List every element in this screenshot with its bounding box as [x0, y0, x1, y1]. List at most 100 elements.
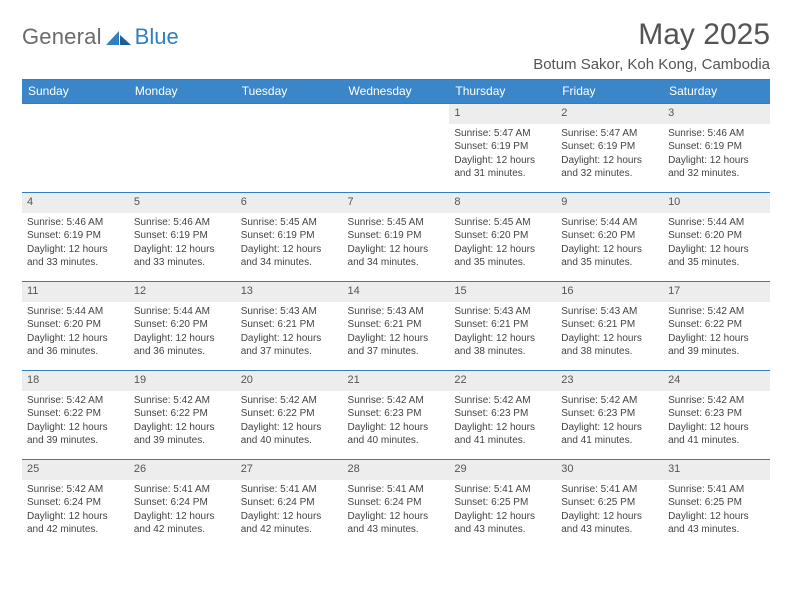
daylight-text: Daylight: 12 hours and 35 minutes. — [668, 243, 765, 270]
day-details: Sunrise: 5:42 AMSunset: 6:24 PMDaylight:… — [22, 480, 129, 539]
day-number: 23 — [556, 371, 663, 391]
day-details: Sunrise: 5:42 AMSunset: 6:22 PMDaylight:… — [236, 391, 343, 450]
day-details: Sunrise: 5:44 AMSunset: 6:20 PMDaylight:… — [129, 302, 236, 361]
day-details: Sunrise: 5:44 AMSunset: 6:20 PMDaylight:… — [663, 213, 770, 272]
sunrise-text: Sunrise: 5:44 AM — [668, 216, 765, 230]
day-number: 13 — [236, 282, 343, 302]
calendar-cell: 25Sunrise: 5:42 AMSunset: 6:24 PMDayligh… — [22, 460, 129, 549]
day-details: Sunrise: 5:42 AMSunset: 6:22 PMDaylight:… — [663, 302, 770, 361]
sunrise-text: Sunrise: 5:43 AM — [561, 305, 658, 319]
calendar-cell — [129, 104, 236, 193]
daylight-text: Daylight: 12 hours and 32 minutes. — [668, 154, 765, 181]
daylight-text: Daylight: 12 hours and 35 minutes. — [454, 243, 551, 270]
day-number: 28 — [343, 460, 450, 480]
sunset-text: Sunset: 6:19 PM — [241, 229, 338, 243]
sunrise-text: Sunrise: 5:46 AM — [134, 216, 231, 230]
sunset-text: Sunset: 6:21 PM — [348, 318, 445, 332]
calendar-cell: 24Sunrise: 5:42 AMSunset: 6:23 PMDayligh… — [663, 371, 770, 460]
calendar-cell: 5Sunrise: 5:46 AMSunset: 6:19 PMDaylight… — [129, 193, 236, 282]
daylight-text: Daylight: 12 hours and 37 minutes. — [348, 332, 445, 359]
daylight-text: Daylight: 12 hours and 43 minutes. — [561, 510, 658, 537]
sunset-text: Sunset: 6:24 PM — [134, 496, 231, 510]
day-details: Sunrise: 5:43 AMSunset: 6:21 PMDaylight:… — [449, 302, 556, 361]
day-number: 31 — [663, 460, 770, 480]
day-details: Sunrise: 5:45 AMSunset: 6:20 PMDaylight:… — [449, 213, 556, 272]
sunrise-text: Sunrise: 5:47 AM — [454, 127, 551, 141]
daylight-text: Daylight: 12 hours and 43 minutes. — [348, 510, 445, 537]
calendar-page: General Blue May 2025 Botum Sakor, Koh K… — [0, 0, 792, 559]
daylight-text: Daylight: 12 hours and 39 minutes. — [27, 421, 124, 448]
sunrise-text: Sunrise: 5:42 AM — [27, 483, 124, 497]
weekday-header: Thursday — [449, 80, 556, 104]
day-number: 1 — [449, 104, 556, 124]
sunset-text: Sunset: 6:24 PM — [241, 496, 338, 510]
day-number: 22 — [449, 371, 556, 391]
daylight-text: Daylight: 12 hours and 33 minutes. — [27, 243, 124, 270]
sunset-text: Sunset: 6:25 PM — [454, 496, 551, 510]
day-details: Sunrise: 5:43 AMSunset: 6:21 PMDaylight:… — [343, 302, 450, 361]
sunset-text: Sunset: 6:20 PM — [27, 318, 124, 332]
daylight-text: Daylight: 12 hours and 43 minutes. — [668, 510, 765, 537]
calendar-cell: 23Sunrise: 5:42 AMSunset: 6:23 PMDayligh… — [556, 371, 663, 460]
calendar-cell: 3Sunrise: 5:46 AMSunset: 6:19 PMDaylight… — [663, 104, 770, 193]
day-number: 11 — [22, 282, 129, 302]
calendar-cell: 21Sunrise: 5:42 AMSunset: 6:23 PMDayligh… — [343, 371, 450, 460]
sunset-text: Sunset: 6:19 PM — [348, 229, 445, 243]
sunset-text: Sunset: 6:23 PM — [561, 407, 658, 421]
calendar-cell: 14Sunrise: 5:43 AMSunset: 6:21 PMDayligh… — [343, 282, 450, 371]
sunset-text: Sunset: 6:23 PM — [348, 407, 445, 421]
day-details: Sunrise: 5:42 AMSunset: 6:23 PMDaylight:… — [556, 391, 663, 450]
weekday-header: Tuesday — [236, 80, 343, 104]
weekday-header: Friday — [556, 80, 663, 104]
daylight-text: Daylight: 12 hours and 39 minutes. — [134, 421, 231, 448]
sunset-text: Sunset: 6:22 PM — [241, 407, 338, 421]
calendar-cell — [236, 104, 343, 193]
sunset-text: Sunset: 6:24 PM — [348, 496, 445, 510]
sunset-text: Sunset: 6:20 PM — [454, 229, 551, 243]
sunset-text: Sunset: 6:21 PM — [561, 318, 658, 332]
calendar-cell — [22, 104, 129, 193]
sunset-text: Sunset: 6:23 PM — [454, 407, 551, 421]
day-details: Sunrise: 5:41 AMSunset: 6:25 PMDaylight:… — [449, 480, 556, 539]
calendar-cell: 22Sunrise: 5:42 AMSunset: 6:23 PMDayligh… — [449, 371, 556, 460]
calendar-cell: 9Sunrise: 5:44 AMSunset: 6:20 PMDaylight… — [556, 193, 663, 282]
calendar-cell: 11Sunrise: 5:44 AMSunset: 6:20 PMDayligh… — [22, 282, 129, 371]
sunrise-text: Sunrise: 5:42 AM — [348, 394, 445, 408]
sunrise-text: Sunrise: 5:44 AM — [27, 305, 124, 319]
location-text: Botum Sakor, Koh Kong, Cambodia — [533, 56, 770, 73]
calendar-cell: 13Sunrise: 5:43 AMSunset: 6:21 PMDayligh… — [236, 282, 343, 371]
calendar-week-row: 11Sunrise: 5:44 AMSunset: 6:20 PMDayligh… — [22, 282, 770, 371]
month-title: May 2025 — [533, 18, 770, 52]
calendar-week-row: 1Sunrise: 5:47 AMSunset: 6:19 PMDaylight… — [22, 104, 770, 193]
sunset-text: Sunset: 6:19 PM — [454, 140, 551, 154]
calendar-cell: 16Sunrise: 5:43 AMSunset: 6:21 PMDayligh… — [556, 282, 663, 371]
calendar-cell: 28Sunrise: 5:41 AMSunset: 6:24 PMDayligh… — [343, 460, 450, 549]
sunrise-text: Sunrise: 5:43 AM — [241, 305, 338, 319]
calendar-header-row: SundayMondayTuesdayWednesdayThursdayFrid… — [22, 80, 770, 104]
day-details: Sunrise: 5:43 AMSunset: 6:21 PMDaylight:… — [556, 302, 663, 361]
calendar-cell: 31Sunrise: 5:41 AMSunset: 6:25 PMDayligh… — [663, 460, 770, 549]
sunrise-text: Sunrise: 5:44 AM — [134, 305, 231, 319]
day-details: Sunrise: 5:45 AMSunset: 6:19 PMDaylight:… — [343, 213, 450, 272]
day-number: 4 — [22, 193, 129, 213]
day-number: 2 — [556, 104, 663, 124]
day-number: 27 — [236, 460, 343, 480]
daylight-text: Daylight: 12 hours and 43 minutes. — [454, 510, 551, 537]
daylight-text: Daylight: 12 hours and 39 minutes. — [668, 332, 765, 359]
calendar-cell: 29Sunrise: 5:41 AMSunset: 6:25 PMDayligh… — [449, 460, 556, 549]
daylight-text: Daylight: 12 hours and 42 minutes. — [27, 510, 124, 537]
sunset-text: Sunset: 6:20 PM — [561, 229, 658, 243]
daylight-text: Daylight: 12 hours and 42 minutes. — [134, 510, 231, 537]
daylight-text: Daylight: 12 hours and 41 minutes. — [561, 421, 658, 448]
weekday-header: Wednesday — [343, 80, 450, 104]
weekday-header: Saturday — [663, 80, 770, 104]
day-number: 14 — [343, 282, 450, 302]
daylight-text: Daylight: 12 hours and 34 minutes. — [241, 243, 338, 270]
sunset-text: Sunset: 6:19 PM — [561, 140, 658, 154]
day-details: Sunrise: 5:46 AMSunset: 6:19 PMDaylight:… — [663, 124, 770, 183]
sunset-text: Sunset: 6:23 PM — [668, 407, 765, 421]
logo-text-blue: Blue — [135, 24, 179, 50]
sunrise-text: Sunrise: 5:45 AM — [241, 216, 338, 230]
day-number: 15 — [449, 282, 556, 302]
day-number: 10 — [663, 193, 770, 213]
